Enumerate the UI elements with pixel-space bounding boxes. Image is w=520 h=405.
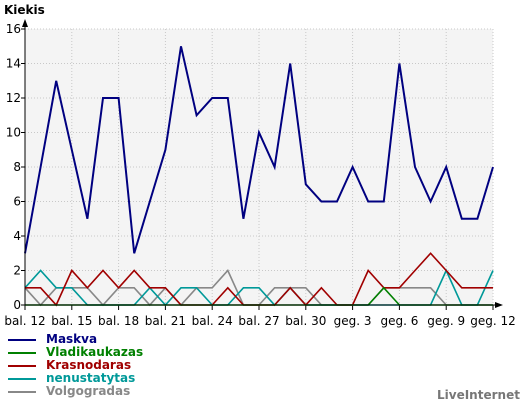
x-tick-label: geg. 3 <box>334 314 372 328</box>
y-tick-label: 0 <box>13 298 21 312</box>
x-tick-label: bal. 18 <box>98 314 139 328</box>
y-tick-label: 16 <box>6 22 21 36</box>
legend-swatch <box>8 338 36 341</box>
y-axis-label: Kiekis <box>4 3 45 17</box>
x-tick-label: geg. 12 <box>470 314 516 328</box>
series-line-maskva <box>24 46 494 254</box>
legend-swatch <box>8 351 36 354</box>
legend-item: Vladikaukazas <box>8 346 143 359</box>
legend-label: Vladikaukazas <box>46 345 144 359</box>
legend-item: Krasnodaras <box>8 359 143 372</box>
legend-item: Maskva <box>8 333 143 346</box>
x-tick-label: bal. 21 <box>145 314 186 328</box>
y-tick-label: 8 <box>13 160 21 174</box>
legend-label: Volgogradas <box>46 384 131 398</box>
x-tick-label: bal. 24 <box>192 314 233 328</box>
y-tick-label: 12 <box>6 91 21 105</box>
line-chart: 0 2 4 6 8 10 12 14 16 bal. 12 bal. 15 bal. 18 bal. 2… <box>4 19 516 328</box>
x-tick-label: geg. 9 <box>427 314 465 328</box>
y-tick-label: 6 <box>13 195 21 209</box>
legend: Maskva Vladikaukazas Krasnodaras nenustatyt… <box>8 333 143 398</box>
legend-label: Krasnodaras <box>46 358 132 372</box>
y-tick-label: 4 <box>13 229 21 243</box>
legend-swatch <box>8 364 36 367</box>
y-tick-label: 2 <box>13 264 21 278</box>
x-tick-label: bal. 27 <box>238 314 279 328</box>
watermark: LiveInternet <box>437 388 520 402</box>
legend-swatch <box>8 377 36 380</box>
legend-item: Volgogradas <box>8 385 143 398</box>
y-axis-arrow <box>22 19 28 27</box>
x-axis-arrow <box>495 302 503 308</box>
x-tick-label: bal. 30 <box>285 314 326 328</box>
legend-label: nenustatytas <box>46 371 136 385</box>
x-tick-label: geg. 6 <box>380 314 418 328</box>
legend-label: Maskva <box>46 332 98 346</box>
y-tick-label: 14 <box>6 57 21 71</box>
x-tick-label: bal. 15 <box>51 314 92 328</box>
y-tick-label: 10 <box>6 126 21 140</box>
x-tick-label: bal. 12 <box>4 314 45 328</box>
legend-swatch <box>8 390 36 393</box>
legend-item: nenustatytas <box>8 372 143 385</box>
